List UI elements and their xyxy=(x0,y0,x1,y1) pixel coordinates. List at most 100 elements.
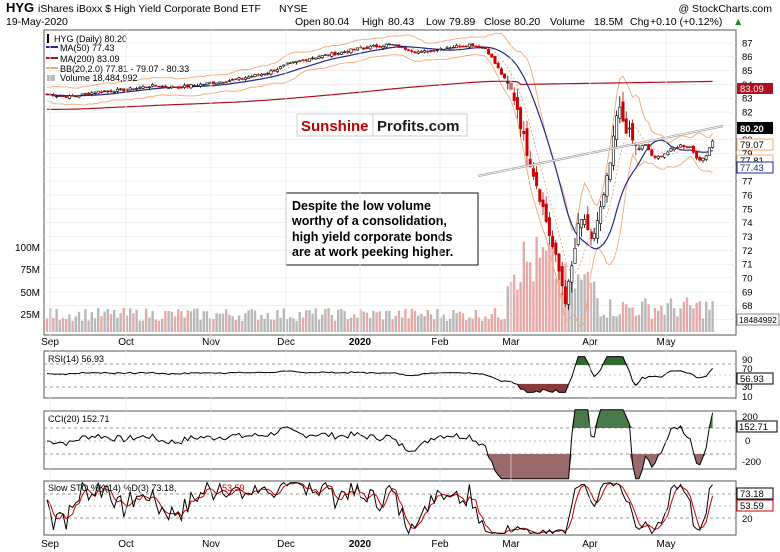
rsi-tag-bg xyxy=(736,372,774,385)
price-tick: 71 xyxy=(742,260,753,271)
volume-bar xyxy=(513,274,516,332)
volume-bar xyxy=(119,313,122,332)
volume-bar xyxy=(247,310,250,332)
candle-body xyxy=(538,189,542,202)
cci-panel: CCI(20) 152.71 200 0 -200 152.71 xyxy=(43,409,778,480)
candle-body xyxy=(186,84,190,88)
candle-body xyxy=(240,78,244,80)
rsi-overbought-fill xyxy=(47,356,713,366)
candle-body xyxy=(487,48,491,55)
month-label: Dec xyxy=(277,539,295,550)
cci-tick-200: 200 xyxy=(742,412,758,423)
candle-body xyxy=(666,151,670,156)
volume-bar xyxy=(125,315,129,332)
legend-bb: BB(20,2.0) 77.81 - 79.07 - 80.33 xyxy=(60,64,189,74)
volume-bar xyxy=(583,274,586,332)
candle-body xyxy=(237,77,241,80)
candle-body xyxy=(387,43,391,45)
sto-tick-20: 20 xyxy=(742,514,753,525)
candle-body xyxy=(560,266,564,287)
month-label: 2020 xyxy=(349,539,372,550)
volume-bar xyxy=(644,298,647,332)
candle-body xyxy=(128,87,132,91)
candle-body xyxy=(522,131,526,134)
candle-body xyxy=(608,162,612,180)
volume-bar xyxy=(525,261,529,332)
volume-bar xyxy=(519,282,522,332)
candle-body xyxy=(189,84,193,89)
candle-body xyxy=(551,236,555,248)
quote-date: 19-May-2020 xyxy=(6,16,68,28)
candle-body xyxy=(115,88,119,92)
volume-bar xyxy=(183,317,186,332)
volume-bar xyxy=(180,311,183,332)
candle-body xyxy=(394,44,398,46)
candle-body xyxy=(432,49,436,52)
candle-body xyxy=(493,56,497,64)
candle-body xyxy=(631,123,635,141)
candle-body xyxy=(602,194,606,207)
volume-bar xyxy=(420,313,423,332)
candle-body xyxy=(352,49,356,51)
volume-bar xyxy=(484,316,487,332)
candle-body xyxy=(275,69,279,72)
volume-bar xyxy=(650,318,653,332)
volume-bar xyxy=(701,318,705,332)
volume-bar xyxy=(490,314,493,332)
volume-bar xyxy=(292,318,295,332)
candle-body xyxy=(311,57,315,60)
cci-label: CCI(20) 152.71 xyxy=(48,414,110,424)
candle-body xyxy=(221,82,225,84)
volume-bar xyxy=(122,307,125,332)
volume-bar xyxy=(458,311,461,332)
volume-bar xyxy=(285,319,289,332)
volume-bar xyxy=(682,301,685,332)
volume-bar xyxy=(221,313,225,332)
close-label: Close xyxy=(484,16,511,28)
candle-body xyxy=(147,86,151,88)
volume-bar xyxy=(81,320,84,332)
volume-bar xyxy=(417,315,420,332)
candle-body xyxy=(231,79,235,81)
candle-body xyxy=(343,51,347,53)
volume-bar xyxy=(77,311,81,332)
volume-bar xyxy=(577,274,580,332)
volume-bar xyxy=(340,308,343,332)
volume-bar xyxy=(58,320,61,332)
candle-body xyxy=(349,48,353,54)
tag-bb-mid: 79.07 xyxy=(740,140,764,151)
month-label: Apr xyxy=(582,337,598,348)
candle-body xyxy=(397,44,401,48)
volume-bar xyxy=(637,314,641,332)
candle-body xyxy=(647,144,651,151)
volume-bar xyxy=(410,308,413,332)
volume-bar xyxy=(135,309,138,332)
volume-bar xyxy=(449,318,452,332)
volume-bar xyxy=(401,317,404,332)
price-tags: 83.09 80.20 79.07 77.81 77.43 18484992 xyxy=(736,83,780,326)
candle-body xyxy=(576,223,580,245)
volume-bar xyxy=(266,313,269,332)
candle-body xyxy=(423,50,427,53)
volume-bar xyxy=(289,317,292,332)
candle-body xyxy=(515,96,519,110)
candle-body xyxy=(167,87,171,89)
price-gridlines xyxy=(44,42,736,320)
volume-bar xyxy=(157,320,161,332)
volume-bar xyxy=(209,318,212,332)
annotation-line-1: Despite the low volume xyxy=(292,199,431,213)
volume-bar xyxy=(141,320,145,332)
candle-body xyxy=(643,144,647,146)
cci-tag-bg xyxy=(736,420,778,433)
month-label: Feb xyxy=(431,539,449,550)
candle-body xyxy=(368,45,372,50)
volume-bar xyxy=(305,310,308,332)
symbol: HYG xyxy=(6,0,34,15)
cci-low-fill xyxy=(47,454,713,479)
volume-bar xyxy=(68,314,71,332)
volume-bar xyxy=(570,264,573,332)
volume-bar xyxy=(308,310,311,332)
candle-body xyxy=(90,92,94,95)
candle-body xyxy=(391,44,395,46)
candle-body xyxy=(327,54,331,56)
